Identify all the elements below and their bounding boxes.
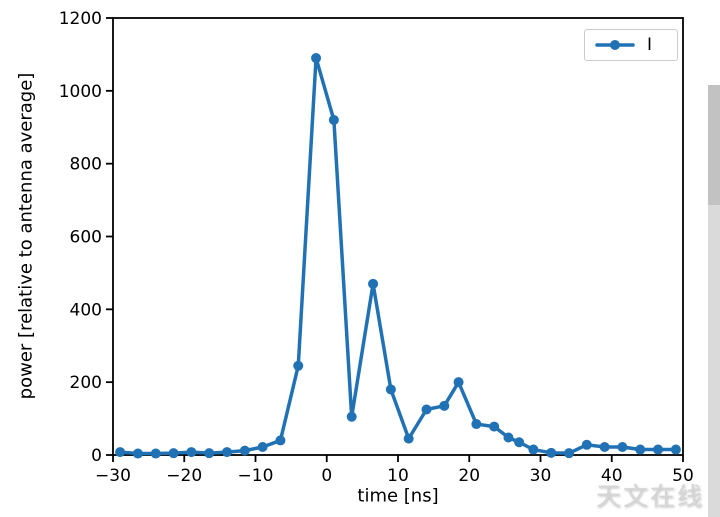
data-point-marker — [132, 448, 143, 459]
data-point-marker — [471, 419, 482, 430]
legend[interactable]: I — [584, 29, 678, 61]
x-axis-label: time [ns] — [357, 485, 439, 507]
y-tick-label: 0 — [91, 446, 102, 466]
data-line — [118, 56, 678, 456]
data-point-marker — [528, 444, 539, 455]
x-tick-label: 0 — [321, 466, 332, 486]
x-tick-label: −20 — [166, 466, 202, 486]
y-tick-label: 200 — [70, 373, 102, 393]
data-point-marker — [311, 53, 322, 64]
scrollbar-thumb[interactable] — [708, 85, 720, 205]
data-point-marker — [564, 448, 574, 459]
data-point-marker — [489, 421, 500, 432]
data-point-marker — [222, 447, 232, 458]
x-tick-label: 50 — [672, 466, 694, 486]
scrollbar-track[interactable] — [708, 85, 720, 517]
data-point-marker — [115, 447, 126, 458]
data-point-marker — [150, 448, 161, 459]
data-point-marker — [439, 400, 450, 411]
data-point-marker — [514, 437, 525, 448]
x-tick-label: −30 — [95, 466, 131, 486]
y-tick-label: 1200 — [59, 9, 102, 29]
data-point-marker — [453, 377, 464, 388]
data-point-marker — [403, 433, 414, 444]
data-point-marker — [421, 404, 432, 415]
x-tick-label: 40 — [601, 466, 623, 486]
x-tick-label: −10 — [238, 466, 274, 486]
data-point-marker — [293, 360, 304, 371]
data-point-marker — [635, 444, 646, 455]
data-point-marker — [328, 114, 339, 125]
x-tick-label: 30 — [530, 466, 552, 486]
data-point-marker — [599, 441, 610, 452]
data-point-marker — [617, 441, 628, 452]
y-axis-label: power [relative to antenna average] — [15, 72, 37, 400]
x-tick-label: 10 — [387, 466, 409, 486]
data-point-marker — [204, 448, 215, 459]
data-point-marker — [168, 448, 179, 459]
data-point-marker — [503, 432, 514, 443]
y-tick-label: 800 — [70, 155, 102, 175]
data-point-marker — [670, 444, 681, 455]
data-point-marker — [239, 445, 250, 456]
data-point-marker — [275, 435, 286, 446]
watermark: 天文在线 — [595, 482, 704, 511]
data-point-marker — [385, 384, 396, 395]
plot-border — [112, 17, 684, 456]
data-point-marker — [186, 447, 197, 458]
data-point-marker — [257, 441, 268, 452]
y-tick-label: 600 — [70, 228, 102, 248]
legend-line-marker-icon — [595, 40, 635, 50]
y-tick-label: 400 — [70, 300, 102, 320]
legend-label: I — [647, 35, 653, 55]
data-point-marker — [653, 444, 664, 455]
data-point-marker — [581, 439, 592, 450]
y-tick-label: 1000 — [59, 82, 102, 102]
data-point-marker — [546, 447, 557, 458]
data-point-marker — [346, 411, 357, 422]
data-point-marker — [368, 278, 379, 289]
x-tick-label: 20 — [458, 466, 480, 486]
